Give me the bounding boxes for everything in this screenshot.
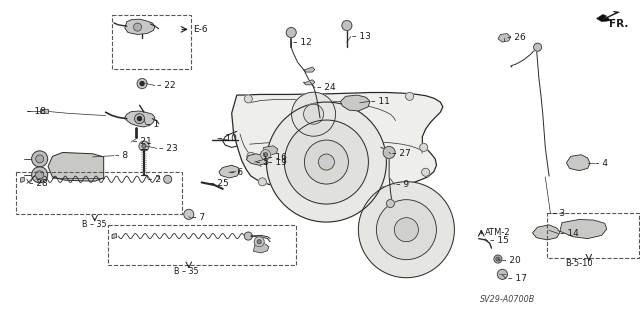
Circle shape xyxy=(257,240,261,244)
Polygon shape xyxy=(125,19,155,34)
Circle shape xyxy=(266,102,387,222)
Text: – 26: – 26 xyxy=(507,33,525,42)
Circle shape xyxy=(134,114,145,124)
Text: – 23: – 23 xyxy=(159,144,177,153)
Circle shape xyxy=(244,232,252,240)
Polygon shape xyxy=(112,234,116,239)
Text: – 10: – 10 xyxy=(218,134,236,143)
Text: – 3: – 3 xyxy=(552,209,565,218)
Text: – 25: – 25 xyxy=(210,179,228,188)
Circle shape xyxy=(394,218,419,242)
Text: – 20: – 20 xyxy=(502,256,521,265)
Circle shape xyxy=(496,257,500,261)
Bar xyxy=(112,15,191,69)
Circle shape xyxy=(305,140,348,184)
Circle shape xyxy=(137,78,147,89)
Circle shape xyxy=(383,146,395,159)
Circle shape xyxy=(376,200,436,260)
Text: – 16: – 16 xyxy=(268,153,286,162)
Text: B – 35: B – 35 xyxy=(174,267,198,276)
Text: – 12: – 12 xyxy=(293,38,312,47)
Text: – 11: – 11 xyxy=(371,97,390,106)
Text: B – 35: B – 35 xyxy=(82,220,106,229)
Text: – 15: – 15 xyxy=(490,236,508,245)
Polygon shape xyxy=(303,80,315,85)
Text: – 13: – 13 xyxy=(352,32,371,41)
Polygon shape xyxy=(125,111,155,127)
Text: SV29-A0700B: SV29-A0700B xyxy=(480,295,535,304)
Circle shape xyxy=(244,95,252,103)
Circle shape xyxy=(387,199,394,208)
Text: – 7: – 7 xyxy=(192,213,205,222)
Text: – 2: – 2 xyxy=(148,175,161,184)
Circle shape xyxy=(284,120,369,204)
Circle shape xyxy=(534,43,541,51)
Text: – 9: – 9 xyxy=(396,180,409,189)
Circle shape xyxy=(247,152,255,160)
Text: – 22: – 22 xyxy=(157,81,175,90)
Text: – 8: – 8 xyxy=(115,151,129,160)
Bar xyxy=(16,172,182,214)
Circle shape xyxy=(142,144,146,148)
Polygon shape xyxy=(246,154,268,165)
Text: B-5-10: B-5-10 xyxy=(565,259,593,268)
Polygon shape xyxy=(532,225,560,240)
Text: – 27: – 27 xyxy=(392,149,410,158)
Circle shape xyxy=(497,269,508,279)
Text: FR.: FR. xyxy=(609,19,628,29)
Circle shape xyxy=(184,209,194,219)
Polygon shape xyxy=(596,11,620,22)
Polygon shape xyxy=(40,109,48,113)
Text: – 28: – 28 xyxy=(29,179,47,188)
Circle shape xyxy=(422,168,429,176)
Circle shape xyxy=(286,27,296,38)
Circle shape xyxy=(494,255,502,263)
Circle shape xyxy=(420,143,428,152)
Text: – 6: – 6 xyxy=(230,168,244,177)
Circle shape xyxy=(164,175,172,183)
Text: ATM-2: ATM-2 xyxy=(485,228,511,237)
Polygon shape xyxy=(340,95,370,111)
Circle shape xyxy=(32,167,47,183)
Text: – 5: – 5 xyxy=(256,158,269,167)
Text: – 1: – 1 xyxy=(146,120,159,129)
Text: – 21: – 21 xyxy=(133,137,152,146)
Circle shape xyxy=(264,153,268,157)
Bar xyxy=(547,213,639,258)
Text: – 4: – 4 xyxy=(595,159,608,168)
Polygon shape xyxy=(303,67,315,72)
Circle shape xyxy=(406,92,413,100)
Circle shape xyxy=(134,23,141,31)
Circle shape xyxy=(342,20,352,31)
Circle shape xyxy=(140,82,144,85)
Circle shape xyxy=(292,92,335,136)
Circle shape xyxy=(138,117,141,121)
Polygon shape xyxy=(219,165,240,178)
Bar xyxy=(108,225,296,265)
Polygon shape xyxy=(20,177,24,182)
Text: – 19: – 19 xyxy=(268,158,286,167)
Polygon shape xyxy=(232,93,443,189)
Text: – 17: – 17 xyxy=(508,274,526,283)
Polygon shape xyxy=(262,146,278,155)
Circle shape xyxy=(260,150,271,160)
Circle shape xyxy=(36,171,44,179)
Circle shape xyxy=(139,141,149,151)
Polygon shape xyxy=(498,33,511,42)
Circle shape xyxy=(36,155,44,163)
Text: – 24: – 24 xyxy=(317,83,335,92)
Circle shape xyxy=(303,104,324,124)
Text: – 18: – 18 xyxy=(27,107,45,115)
Circle shape xyxy=(319,154,334,170)
Text: – 14: – 14 xyxy=(560,229,579,238)
Circle shape xyxy=(358,182,454,278)
Polygon shape xyxy=(566,155,590,171)
Circle shape xyxy=(32,151,47,167)
Polygon shape xyxy=(253,243,269,253)
Circle shape xyxy=(254,237,264,247)
Polygon shape xyxy=(560,219,607,239)
Text: E-6: E-6 xyxy=(193,25,208,34)
Polygon shape xyxy=(48,152,104,181)
Circle shape xyxy=(259,178,266,186)
